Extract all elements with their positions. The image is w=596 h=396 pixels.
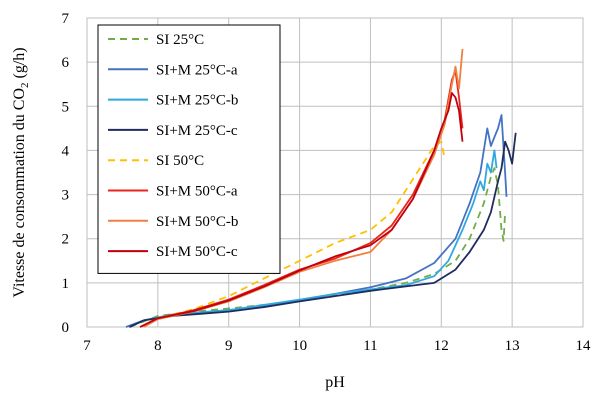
y-tick-label: 1 <box>62 276 70 292</box>
x-tick-label: 11 <box>363 338 377 354</box>
y-tick-label: 2 <box>62 232 70 248</box>
legend-label: SI+M 50°C-c <box>156 244 238 260</box>
legend-box <box>97 24 281 274</box>
series-line <box>129 132 517 328</box>
y-axis-title: Vitesse de consommation du CO2 (g/h) <box>11 47 31 297</box>
x-tick-labels: 7 8 9 10 11 12 13 14 <box>83 338 591 354</box>
legend-label: SI 50°C <box>156 153 204 169</box>
y-tick-label: 6 <box>62 55 70 71</box>
series-line <box>129 167 506 328</box>
y-tick-label: 4 <box>62 143 70 159</box>
legend-label: SI+M 50°C-a <box>156 184 238 200</box>
y-tick-label: 0 <box>62 320 70 336</box>
x-tick-label: 8 <box>154 338 162 354</box>
legend-label: SI 25°C <box>156 32 204 48</box>
series-line <box>139 92 464 328</box>
series-line <box>129 149 498 328</box>
legend-label: SI+M 25°C-b <box>156 93 238 109</box>
legend-label: SI+M 50°C-b <box>156 214 238 230</box>
y-axis-title-unit: (g/h) <box>11 47 28 82</box>
x-tick-label: 13 <box>505 338 520 354</box>
y-tick-label: 3 <box>62 188 70 204</box>
legend: SI 25°C SI+M 25°C-a SI+M 25°C-b SI+M 25°C-c… <box>97 24 281 274</box>
legend-label: SI+M 25°C-c <box>156 123 238 139</box>
x-tick-label: 10 <box>292 338 307 354</box>
x-tick-label: 7 <box>83 338 91 354</box>
legend-label: SI+M 25°C-a <box>156 62 238 78</box>
y-tick-label: 7 <box>62 11 70 27</box>
x-tick-label: 9 <box>225 338 233 354</box>
y-axis-title-subscript: 2 <box>19 82 31 88</box>
x-axis-title: pH <box>325 374 345 391</box>
series-line <box>139 140 446 328</box>
plot-frame <box>86 17 584 328</box>
x-tick-label: 14 <box>576 338 592 354</box>
series-layer <box>125 48 517 328</box>
x-tick-label: 12 <box>434 338 449 354</box>
y-tick-labels: 0 1 2 3 4 5 6 7 <box>62 11 70 336</box>
y-tick-label: 5 <box>62 99 70 115</box>
y-axis-title-main: Vitesse de consommation du CO <box>11 88 28 298</box>
